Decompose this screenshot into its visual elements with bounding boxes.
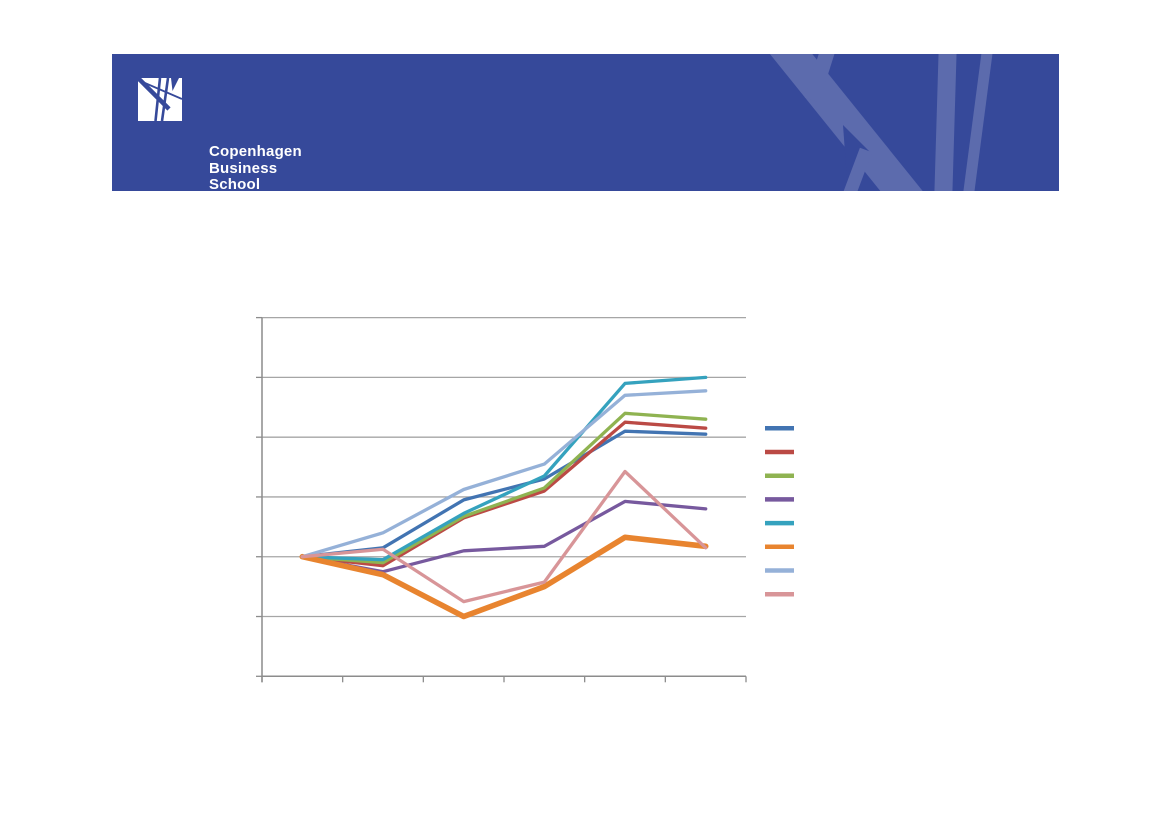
- banner-decorative-pattern: [769, 54, 993, 191]
- chart-series: [299, 375, 709, 620]
- cbs-logo-text: Copenhagen Business School HANDELSHØJSKO…: [209, 143, 333, 191]
- logo-line-2: Business School: [209, 159, 278, 191]
- series-5-teal-line: [300, 375, 708, 562]
- series-8-pink-line: [300, 469, 708, 604]
- logo-line-1: Copenhagen: [209, 143, 302, 160]
- series-2-red-line: [300, 420, 708, 568]
- chart-legend: [765, 426, 794, 597]
- chart-axes: [256, 316, 747, 683]
- series-7-light-blue-line: [300, 389, 708, 559]
- series-3-green-line: [300, 411, 708, 565]
- cbs-crossing-lines-mark-icon: [138, 78, 182, 121]
- header-banner: Copenhagen Business School HANDELSHØJSKO…: [112, 54, 1059, 191]
- cbs-logo: Copenhagen Business School HANDELSHØJSKO…: [138, 78, 302, 191]
- chart-gridlines: [262, 316, 746, 618]
- series-6-orange-line: [299, 534, 709, 620]
